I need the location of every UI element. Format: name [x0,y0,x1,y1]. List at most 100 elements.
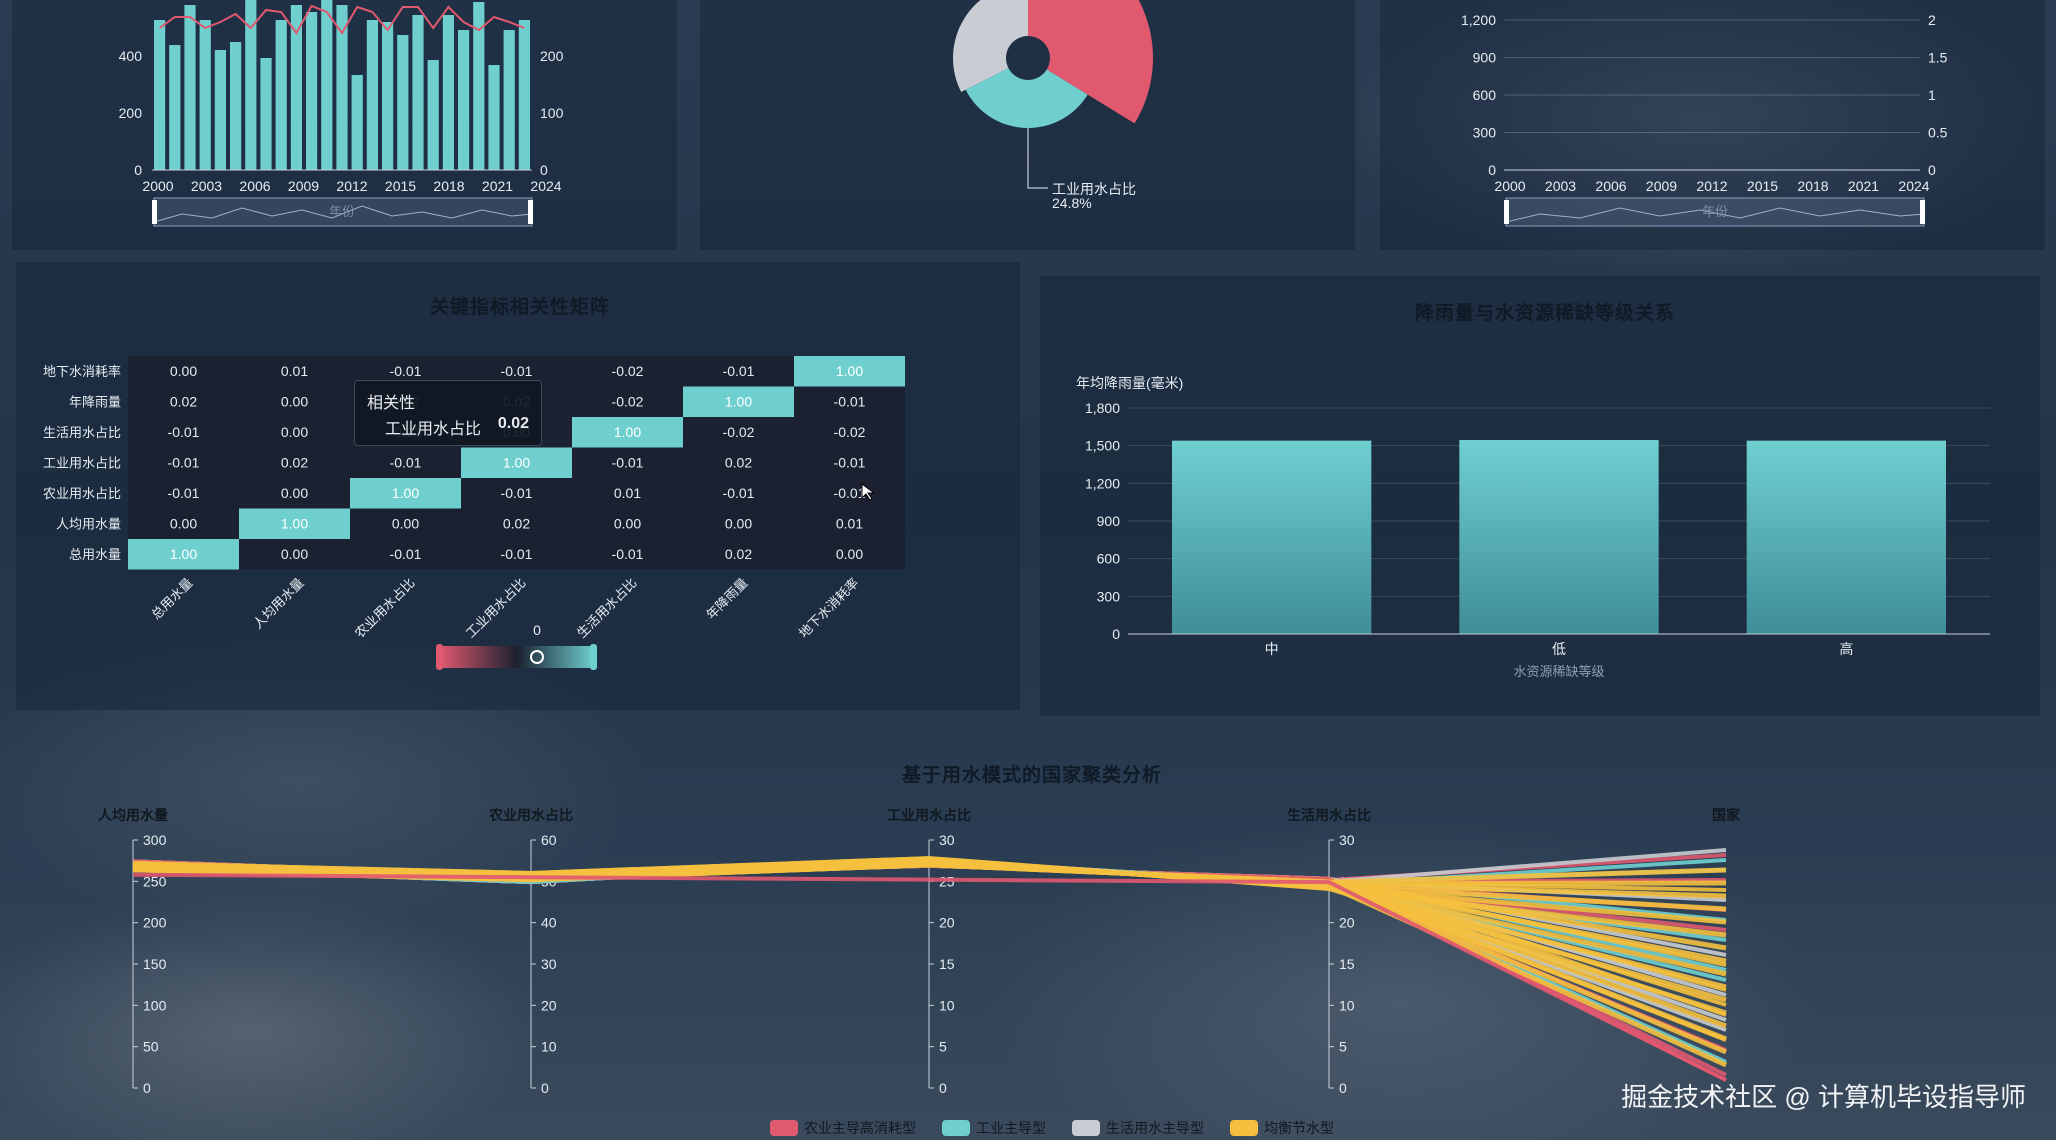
legend-swatch [1072,1120,1100,1136]
year-label: 2021 [482,178,513,194]
panel-top-right [1380,0,2045,250]
y-tick-label: 600 [1097,551,1121,567]
heatmap-cell [461,447,572,478]
heatmap-cell-value: 1.00 [614,424,641,440]
heatmap-cell [128,539,239,570]
heatmap-cell [794,417,905,448]
top-right-chart: 0 300 600 900 1,200 0 0.5 1 1.5 2 2000 2003 2006 2009… [1461,12,1948,227]
year-label: 2003 [1545,178,1576,194]
heatmap-cell-value: 0.00 [725,516,752,532]
col-label: 年降雨量 [703,575,750,622]
left-tick-label: 1,200 [1461,12,1496,28]
heatmap-cell-value: 0.01 [614,485,641,501]
heatmap-cell-value: -0.02 [723,424,755,440]
donut-slice-teal [965,67,1088,129]
zoom-slider [1505,197,1925,227]
right-tick-label: 200 [540,48,564,64]
left-tick-label: 300 [1473,125,1497,141]
series-line [132,858,1728,1068]
row-label: 地下水消耗率 [43,364,121,379]
axis-tick-label: 60 [541,832,557,848]
heatmap-cell [461,478,572,509]
bar [169,45,181,170]
legend-item[interactable]: 均衡节水型 [1230,1118,1334,1138]
row-label: 农业用水占比 [43,486,121,501]
y-axis-title: 年均降雨量(毫米) [1076,375,1183,391]
bar [397,35,409,170]
heatmap-cell [128,508,239,539]
legend-item[interactable]: 工业主导型 [942,1118,1046,1138]
heatmap-chart[interactable]: 地下水消耗率 0.00 0.01 -0.01 -0.01 -0.02 -0.01 1.00 年降… [16,262,1020,710]
left-tick-label: 900 [1473,50,1497,66]
heatmap-cell-value: -0.01 [723,363,755,379]
heatmap-cell-value: -0.01 [834,455,866,471]
axis-tick-label: 0 [143,1080,151,1096]
heatmap-cell [572,356,683,387]
axis-name: 人均用水量 [98,807,168,823]
zoom-handle-left [1504,200,1509,224]
left-tick-label: 0 [1488,162,1496,178]
axis-tick-label: 5 [939,1039,947,1055]
y-tick-label: 1,500 [1085,438,1120,454]
heatmap-cell-value: -0.01 [501,546,533,562]
axis-tick-label: 20 [1339,915,1355,931]
year-label: 2000 [1494,178,1525,194]
bar [518,20,530,170]
heatmap-cell [794,478,905,509]
bar-chart: 年均降雨量(毫米) 0 300 600 900 1,200 1,500 1,800 中 低 高水资源… [1076,375,1990,679]
right-tick-label: 2 [1928,12,1936,28]
right-tick-label: 0 [540,162,548,178]
heatmap-cell-value: -0.01 [390,363,422,379]
heatmap-cell [239,508,350,539]
heatmap-cell-value: -0.01 [723,485,755,501]
axis-tick-label: 20 [939,915,955,931]
parallel-title: 基于用水模式的国家聚类分析 [902,765,1163,786]
bar [366,20,378,170]
legend-label: 工业主导型 [976,1120,1046,1136]
heatmap-cell-value: -0.01 [501,363,533,379]
row-label: 总用水量 [69,547,121,562]
heatmap-cell [239,356,350,387]
heatmap-cell-value: 0.02 [725,546,752,562]
year-label: 2009 [288,178,319,194]
axis-tick-label: 30 [1339,832,1355,848]
year-label: 2003 [191,178,222,194]
heatmap-cell-value: 1.00 [725,394,752,410]
slice-label: 工业用水占比 [1052,181,1136,197]
heatmap-cell [572,386,683,417]
bar [306,12,318,170]
heatmap-cell-value: 1.00 [170,546,197,562]
legend-item[interactable]: 农业主导高消耗型 [770,1118,916,1138]
legend-label: 生活用水主导型 [1106,1120,1204,1136]
bar [473,2,485,170]
bar [1459,440,1659,634]
zoom-handle-right [1920,200,1925,224]
zoom-sparkline [153,205,533,223]
bar [442,15,454,170]
heatmap-cell [572,539,683,570]
right-tick-label: 0.5 [1928,125,1948,141]
bar [488,65,500,170]
legend-swatch [1230,1120,1258,1136]
heatmap-cell [461,539,572,570]
heatmap-cell [794,356,905,387]
axis-name: 生活用水占比 [1287,807,1371,823]
parallel-chart: 人均用水量050100150200250300农业用水占比01020304050… [98,807,1741,1096]
axis-name: 国家 [1712,807,1741,823]
heatmap-cell [683,356,794,387]
heatmap-cell [683,386,794,417]
axis-tick-label: 250 [143,873,167,889]
zoom-sparkline [1505,207,1925,223]
heatmap-tooltip: 相关性 工业用水占比 0.02 [354,380,542,446]
axis-tick-label: 20 [541,997,557,1013]
heatmap-cell-value: -0.01 [501,485,533,501]
y-tick-label: 300 [1097,588,1121,604]
axis-name: 农业用水占比 [488,807,573,823]
right-tick-label: 0 [1928,162,1936,178]
legend-item[interactable]: 生活用水主导型 [1072,1118,1204,1138]
heatmap-cell-value: -0.01 [612,546,644,562]
axis-tick-label: 0 [541,1080,549,1096]
heatmap-cell [350,508,461,539]
y-tick-label: 1,800 [1085,400,1120,416]
